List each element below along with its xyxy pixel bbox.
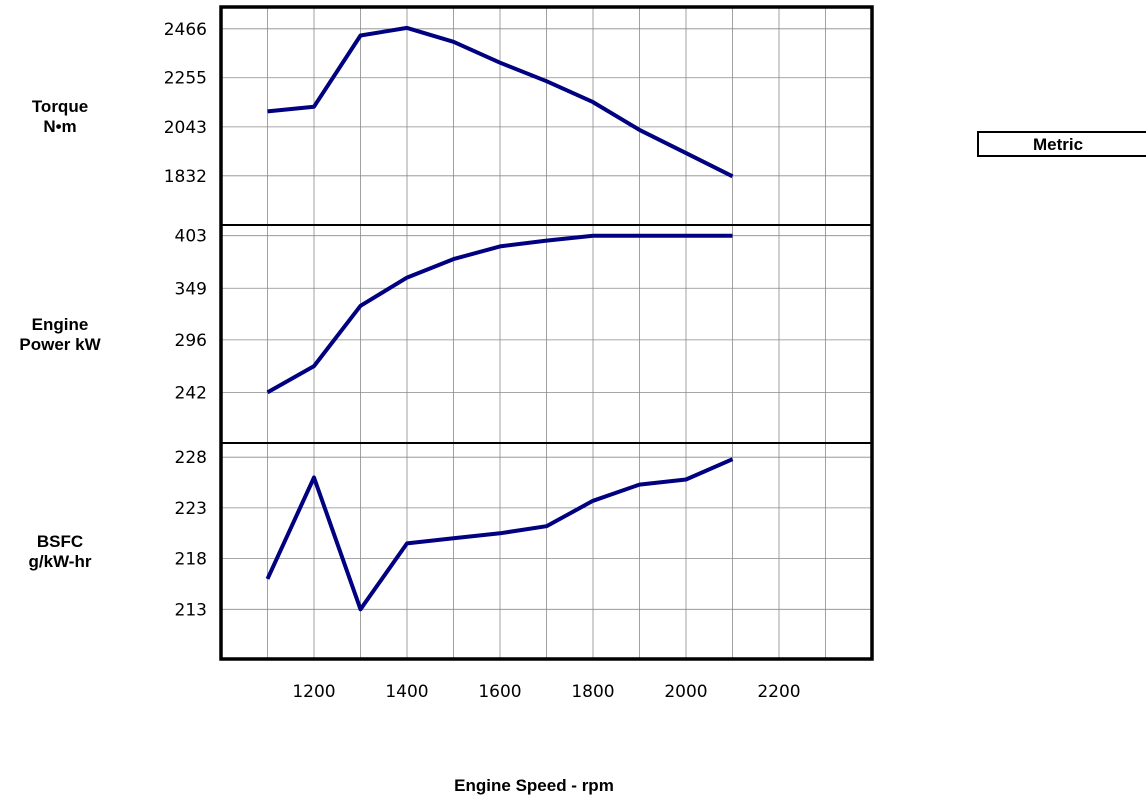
y-axis-label: Power kW: [19, 335, 101, 354]
y-tick-label: 213: [175, 600, 207, 620]
metric-label: Metric: [1033, 135, 1084, 154]
y-tick-label: 228: [175, 448, 207, 468]
y-tick-label: 218: [175, 550, 207, 570]
y-tick-label: 2043: [164, 118, 207, 138]
y-tick-label: 242: [175, 383, 207, 403]
y-tick-label: 1832: [164, 167, 207, 187]
y-axis-label: g/kW-hr: [29, 552, 92, 571]
x-tick-label: 1400: [385, 682, 428, 702]
y-tick-label: 296: [175, 331, 207, 351]
metric-unit-box[interactable]: Metric: [977, 131, 1146, 157]
y-tick-label: 403: [175, 227, 207, 247]
x-tick-label: 1800: [571, 682, 614, 702]
y-axis-label: Torque: [32, 97, 88, 116]
y-axis-label: N•m: [43, 117, 76, 136]
y-tick-label: 2255: [164, 69, 207, 89]
plot-frame: [219, 5, 874, 661]
x-tick-label: 1600: [478, 682, 521, 702]
y-axis-label: BSFC: [37, 532, 83, 551]
y-tick-label: 349: [175, 279, 207, 299]
y-axis-label: Engine: [32, 315, 89, 334]
y-tick-label: 2466: [164, 20, 207, 40]
series-line-panel-2: [266, 233, 733, 395]
x-tick-label: 2200: [757, 682, 800, 702]
series-line-panel-3: [265, 457, 734, 612]
x-tick-label: 1200: [292, 682, 335, 702]
x-tick-label: 2000: [664, 682, 707, 702]
series-line-panel-1: [267, 25, 734, 179]
y-tick-label: 223: [175, 499, 207, 519]
x-axis-title: Engine Speed - rpm: [454, 776, 614, 795]
